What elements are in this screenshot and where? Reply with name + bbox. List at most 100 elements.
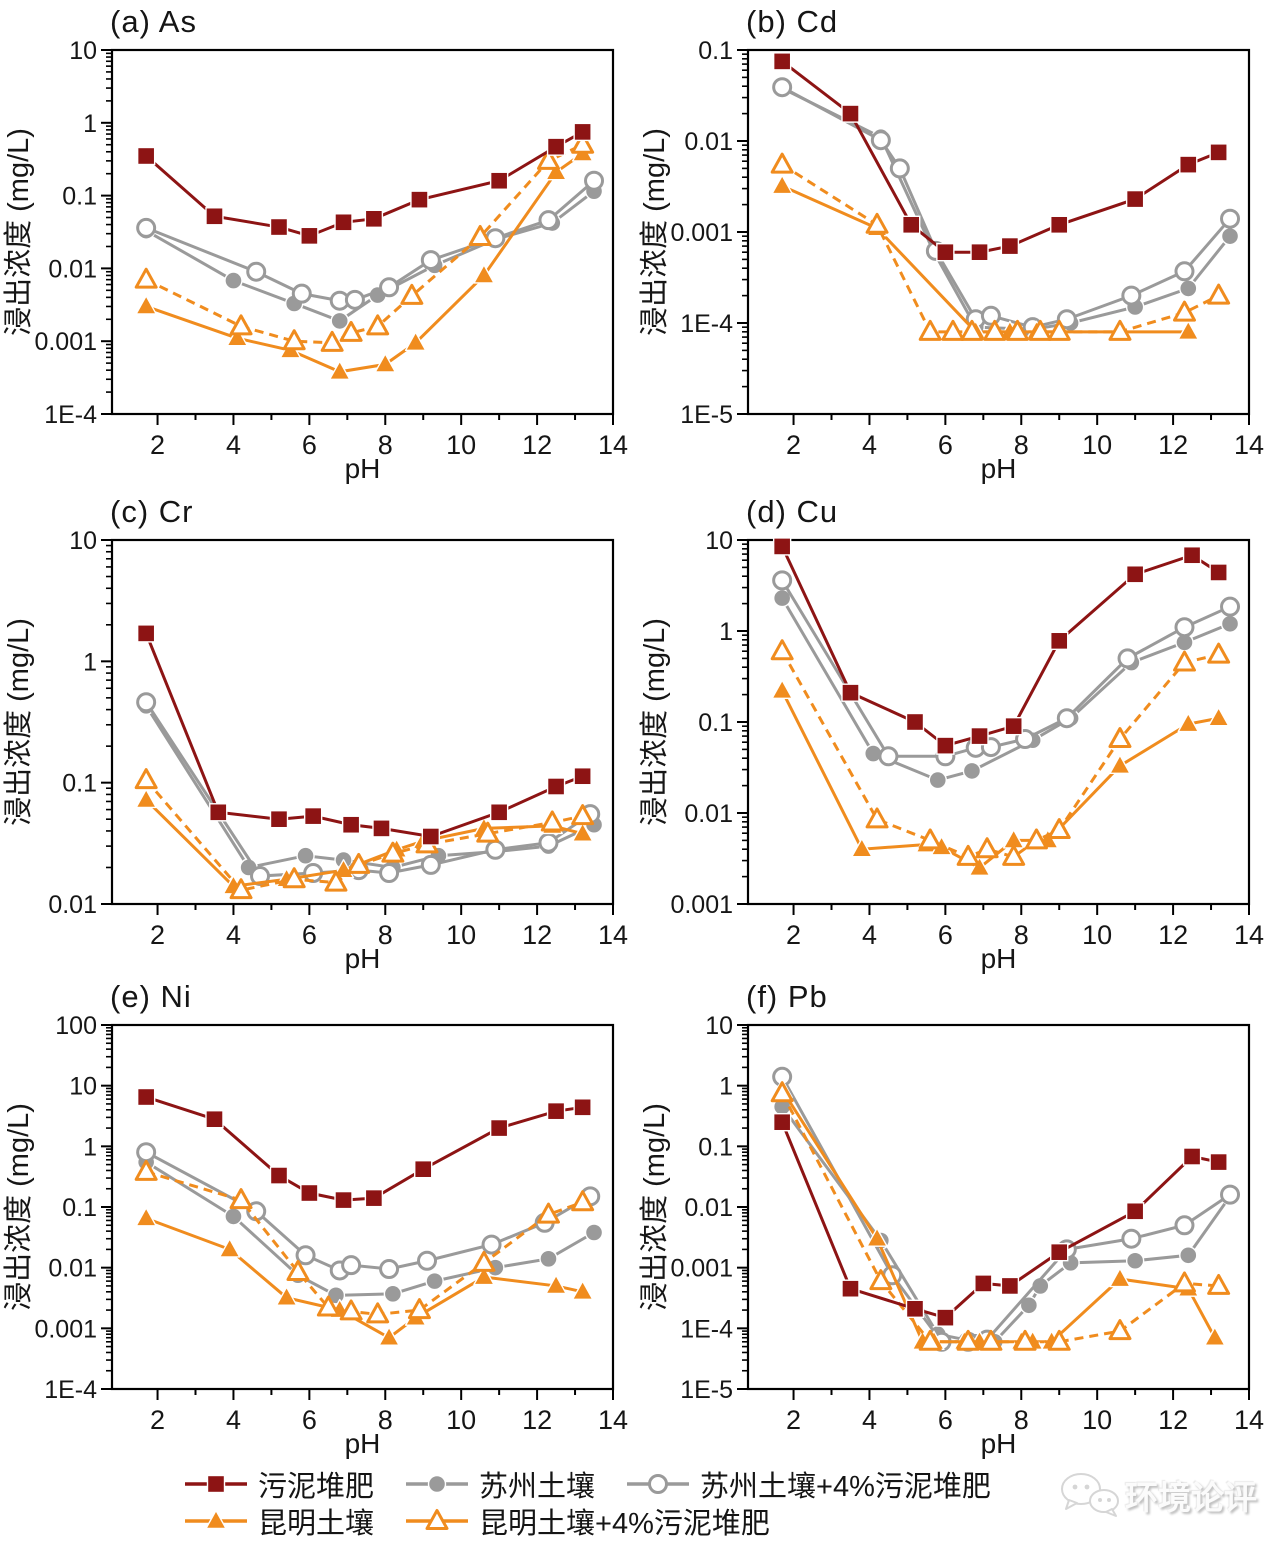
svg-text:1E-4: 1E-4	[44, 1376, 97, 1404]
svg-text:0.01: 0.01	[48, 891, 97, 919]
svg-text:1E-4: 1E-4	[680, 1315, 733, 1343]
svg-text:0.01: 0.01	[48, 1255, 97, 1283]
svg-text:10: 10	[446, 1405, 476, 1435]
subplot-d-title: (d) Cu	[746, 494, 839, 529]
svg-text:8: 8	[1014, 1405, 1029, 1435]
svg-text:1: 1	[83, 110, 97, 138]
svg-text:14: 14	[598, 920, 628, 950]
svg-text:14: 14	[1234, 430, 1264, 460]
svg-text:0.1: 0.1	[62, 1194, 97, 1222]
sludge-compost-marker-icon	[185, 1474, 247, 1494]
svg-text:1: 1	[719, 1073, 733, 1101]
subplot-f-title: (f) Pb	[746, 979, 828, 1014]
watermark: 环境论评	[1059, 1471, 1257, 1519]
svg-text:6: 6	[938, 920, 953, 950]
svg-text:2: 2	[786, 1405, 801, 1435]
svg-text:10: 10	[446, 430, 476, 460]
subplot-d-cu: (d) Cu 2 4 6 8 10 12 14 0.001 0.01 0.1 1 10 pH 浸出浓度 (…	[636, 490, 1271, 975]
svg-text:4: 4	[226, 430, 241, 460]
svg-text:0.001: 0.001	[34, 328, 97, 356]
svg-text:8: 8	[378, 920, 393, 950]
legend-label: 污泥堆肥	[258, 1471, 375, 1503]
svg-text:pH: pH	[981, 453, 1017, 484]
svg-text:0.01: 0.01	[684, 800, 733, 828]
svg-text:0.1: 0.1	[62, 770, 97, 798]
svg-text:浸出浓度 (mg/L): 浸出浓度 (mg/L)	[638, 1103, 671, 1311]
svg-text:4: 4	[862, 430, 877, 460]
legend-label: 昆明土壤+4%污泥堆肥	[479, 1508, 770, 1540]
subplot-b-cd: (b) Cd 2 4 6 8 10 12 14 1E-5 1E-4 0.001 0.01 0.1 pH 浸…	[636, 0, 1271, 490]
svg-text:8: 8	[378, 430, 393, 460]
svg-text:浸出浓度 (mg/L): 浸出浓度 (mg/L)	[638, 618, 671, 826]
svg-text:100: 100	[55, 1012, 97, 1040]
svg-text:1E-4: 1E-4	[680, 310, 733, 338]
svg-text:14: 14	[598, 1405, 628, 1435]
svg-text:8: 8	[1014, 920, 1029, 950]
svg-text:0.1: 0.1	[698, 37, 733, 65]
svg-text:4: 4	[862, 1405, 877, 1435]
legend-item-suzhou-soil-4pct: 苏州土壤+4%污泥堆肥	[625, 1463, 991, 1505]
subplot-e-ni: (e) Ni 2 4 6 8 10 12 14 1E-4 0.001 0.01 0.1 1 10 100 p…	[0, 975, 636, 1465]
legend-row-1: 污泥堆肥 苏州土壤 苏州土壤+4%污泥堆肥	[183, 1467, 1271, 1503]
svg-text:10: 10	[705, 1012, 733, 1040]
svg-text:12: 12	[1158, 1405, 1188, 1435]
svg-text:10: 10	[1082, 430, 1112, 460]
svg-text:8: 8	[378, 1405, 393, 1435]
svg-text:12: 12	[1158, 920, 1188, 950]
kunming-soil-marker-icon	[185, 1509, 247, 1530]
chart-canvas-ni: 2 4 6 8 10 12 14 1E-4 0.001 0.01 0.1 1 10 100 pH 浸出浓度 (…	[2, 1012, 628, 1459]
svg-text:0.01: 0.01	[684, 128, 733, 156]
chart-canvas-cr: 2 4 6 8 10 12 14 0.01 0.1 1 10 pH 浸出浓度 (mg/L)	[2, 527, 628, 974]
svg-text:pH: pH	[345, 943, 381, 974]
svg-text:0.1: 0.1	[698, 1133, 733, 1161]
svg-text:pH: pH	[345, 453, 381, 484]
legend-item-sludge-compost: 污泥堆肥	[183, 1463, 374, 1505]
watermark-text: 环境论评	[1125, 1479, 1257, 1516]
svg-text:0.01: 0.01	[684, 1194, 733, 1222]
svg-text:0.001: 0.001	[670, 1255, 733, 1283]
subplot-b-title: (b) Cd	[746, 4, 839, 39]
svg-text:14: 14	[598, 430, 628, 460]
svg-text:14: 14	[1234, 1405, 1264, 1435]
chart-canvas-pb: 2 4 6 8 10 12 14 1E-5 1E-4 0.001 0.01 0.1 1 10 pH 浸出浓度 …	[638, 1012, 1264, 1459]
subplot-f-pb: (f) Pb 2 4 6 8 10 12 14 1E-5 1E-4 0.001 0.01 0.1 1 10…	[636, 975, 1271, 1465]
svg-text:4: 4	[226, 920, 241, 950]
svg-text:0.001: 0.001	[670, 219, 733, 247]
svg-text:pH: pH	[981, 1428, 1017, 1459]
svg-text:6: 6	[302, 920, 317, 950]
svg-text:2: 2	[150, 920, 165, 950]
chart-canvas-cu: 2 4 6 8 10 12 14 0.001 0.01 0.1 1 10 pH 浸出浓度 (mg/L)	[638, 527, 1264, 974]
svg-text:12: 12	[522, 430, 552, 460]
subplot-a-as: (a) As 2 4 6 8 10 12 14 1E-4 0.001 0.01 0.1 1 10 pH 浸出…	[0, 0, 636, 490]
charts-grid: (a) As 2 4 6 8 10 12 14 1E-4 0.001 0.01 0.1 1 10 pH 浸出…	[0, 0, 1271, 1465]
svg-text:浸出浓度 (mg/L): 浸出浓度 (mg/L)	[2, 128, 35, 336]
svg-text:浸出浓度 (mg/L): 浸出浓度 (mg/L)	[638, 128, 671, 336]
svg-text:0.01: 0.01	[48, 255, 97, 283]
svg-text:6: 6	[302, 430, 317, 460]
svg-text:10: 10	[1082, 1405, 1112, 1435]
legend-item-kunming-soil: 昆明土壤	[183, 1500, 374, 1542]
svg-text:1: 1	[83, 1133, 97, 1161]
legend-label: 苏州土壤	[479, 1471, 596, 1503]
legend-item-kunming-soil-4pct: 昆明土壤+4%污泥堆肥	[404, 1500, 770, 1542]
svg-text:4: 4	[226, 1405, 241, 1435]
subplot-c-cr: (c) Cr 2 4 6 8 10 12 14 0.01 0.1 1 10 pH 浸出浓度 (mg/L)	[0, 490, 636, 975]
svg-text:2: 2	[786, 920, 801, 950]
svg-text:0.1: 0.1	[62, 183, 97, 211]
svg-text:pH: pH	[345, 1428, 381, 1459]
svg-text:4: 4	[862, 920, 877, 950]
figure-legend: 污泥堆肥 苏州土壤 苏州土壤+4%污泥堆肥 昆明土壤 昆明土壤+4%污泥堆肥	[0, 1465, 1271, 1540]
svg-text:pH: pH	[981, 943, 1017, 974]
svg-text:10: 10	[69, 527, 97, 555]
svg-text:12: 12	[1158, 430, 1188, 460]
svg-text:12: 12	[522, 920, 552, 950]
svg-text:12: 12	[522, 1405, 552, 1435]
svg-text:1: 1	[83, 648, 97, 676]
legend-label: 昆明土壤	[258, 1508, 375, 1540]
svg-text:10: 10	[1082, 920, 1112, 950]
subplot-c-title: (c) Cr	[110, 494, 194, 529]
chart-canvas-cd: 2 4 6 8 10 12 14 1E-5 1E-4 0.001 0.01 0.1 pH 浸出浓度 (mg…	[638, 37, 1264, 484]
svg-text:浸出浓度 (mg/L): 浸出浓度 (mg/L)	[2, 1103, 35, 1311]
svg-text:1E-5: 1E-5	[680, 401, 733, 429]
svg-text:6: 6	[938, 1405, 953, 1435]
